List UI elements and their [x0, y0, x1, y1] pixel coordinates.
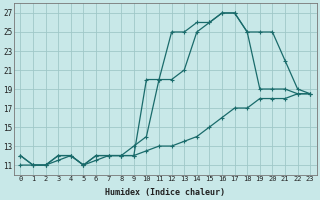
X-axis label: Humidex (Indice chaleur): Humidex (Indice chaleur) — [105, 188, 225, 197]
